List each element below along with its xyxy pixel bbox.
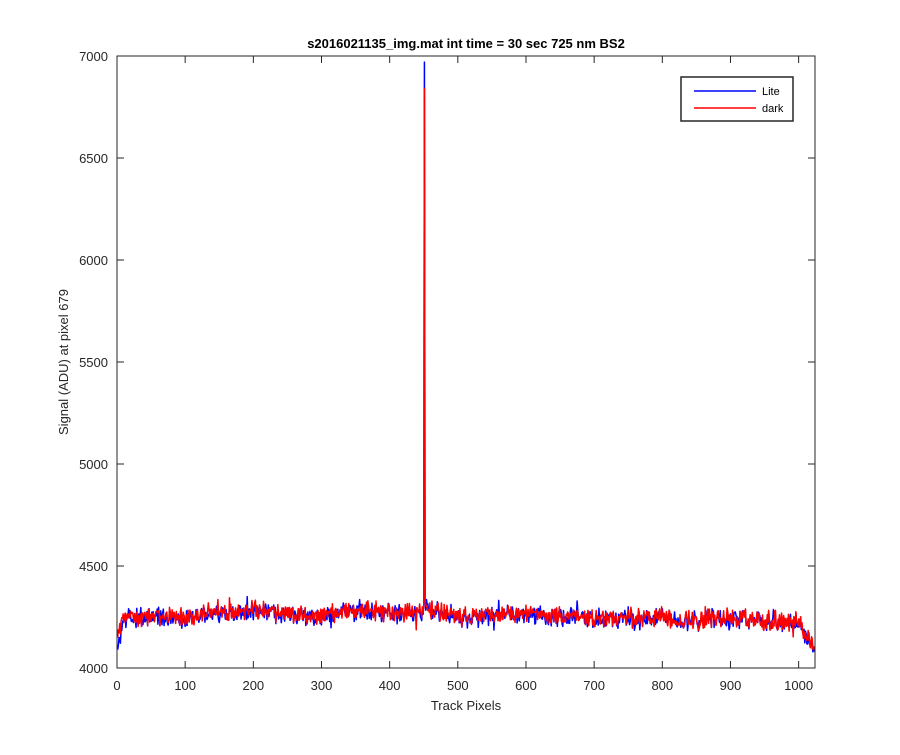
plot-area [117,56,815,668]
y-tick-label: 5500 [79,355,108,370]
legend-label-lite: Lite [762,86,780,98]
ticks-layer: 0 100 200 300 400 500 600 700 800 900 1000 4000 4500… [79,49,815,693]
x-tick-label: 1000 [784,678,813,693]
y-tick-label: 6500 [79,151,108,166]
y-tick-label: 7000 [79,49,108,64]
x-tick-label: 900 [720,678,742,693]
x-tick-label: 100 [174,678,196,693]
legend-box [680,76,794,122]
x-tick-label: 200 [242,678,264,693]
x-tick-label: 700 [583,678,605,693]
series-line-dark [116,87,816,651]
x-axis-label: Track Pixels [431,698,502,713]
x-tick-label: 600 [515,678,537,693]
x-tick-label: 0 [113,678,120,693]
x-tick-label: 300 [311,678,333,693]
x-tick-label: 400 [379,678,401,693]
y-tick-label: 5000 [79,457,108,472]
legend: Lite dark [680,76,794,122]
x-tick-label: 500 [447,678,469,693]
series-layer [116,61,816,653]
y-tick-label: 4000 [79,661,108,676]
y-tick-label: 6000 [79,253,108,268]
chart-title: s2016021135_img.mat int time = 30 sec 72… [307,36,625,51]
y-axis-label: Signal (ADU) at pixel 679 [56,289,71,435]
legend-label-dark: dark [762,103,784,115]
y-tick-label: 4500 [79,559,108,574]
x-tick-label: 800 [651,678,673,693]
